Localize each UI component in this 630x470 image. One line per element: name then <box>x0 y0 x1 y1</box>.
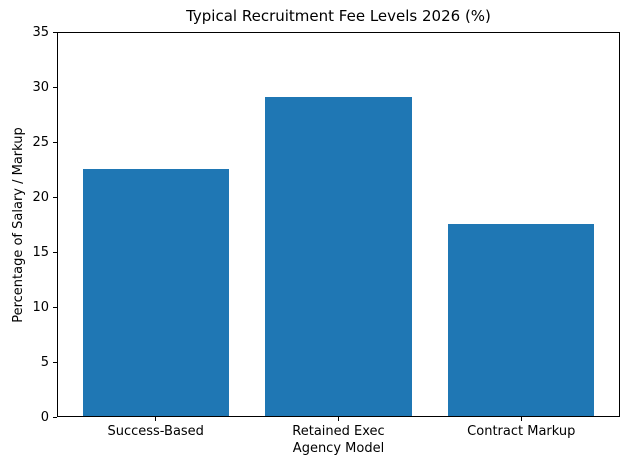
y-tick-label: 0 <box>40 409 49 425</box>
y-tick-mark <box>53 416 57 418</box>
y-tick-mark <box>53 86 57 88</box>
x-tick-label-success-based: Success-Based <box>107 424 204 439</box>
plot-area <box>57 32 620 417</box>
y-tick-label: 35 <box>32 24 49 40</box>
x-tick-label-contract-markup: Contract Markup <box>467 424 576 439</box>
y-tick-mark <box>53 31 57 33</box>
bar-contract-markup <box>448 223 595 416</box>
y-tick-label: 5 <box>40 354 49 370</box>
y-tick-mark <box>53 361 57 363</box>
chart-title: Typical Recruitment Fee Levels 2026 (%) <box>186 7 491 25</box>
x-tick-mark <box>155 417 157 421</box>
y-axis-label: Percentage of Salary / Markup <box>11 127 26 323</box>
y-tick-mark <box>53 306 57 308</box>
x-tick-label-retained-exec: Retained Exec <box>292 424 385 439</box>
y-tick-label: 20 <box>32 189 49 205</box>
bar-retained-exec <box>265 97 412 416</box>
y-tick-mark <box>53 196 57 198</box>
y-tick-label: 15 <box>32 244 49 260</box>
x-tick-mark <box>520 417 522 421</box>
y-tick-mark <box>53 141 57 143</box>
x-tick-mark <box>338 417 339 421</box>
bar-success-based <box>82 168 229 416</box>
y-tick-label: 25 <box>32 134 49 150</box>
x-axis-label: Agency Model <box>292 441 385 456</box>
y-tick-label: 30 <box>32 79 49 95</box>
y-tick-label: 10 <box>32 299 49 315</box>
y-tick-mark <box>53 251 57 253</box>
